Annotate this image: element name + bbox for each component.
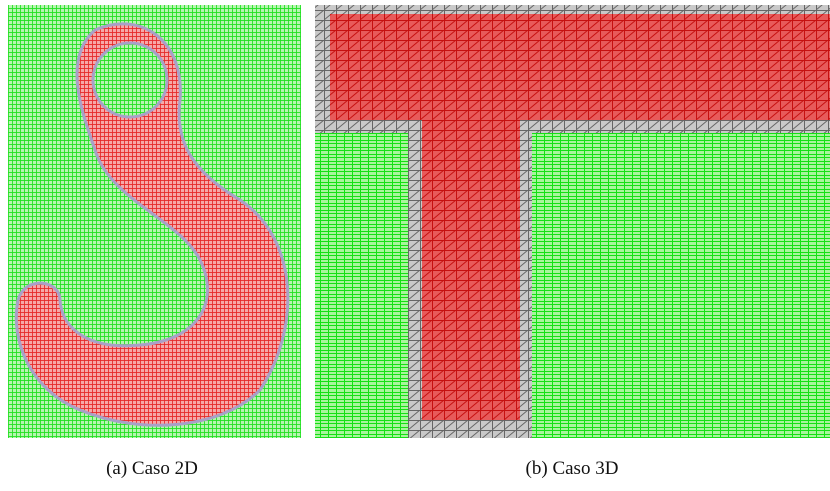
page: (a) Caso 2D (b) Caso 3D (() => { const d… [0, 0, 830, 491]
caption: (b) Caso 3D [526, 458, 619, 479]
image-2d [8, 5, 301, 438]
image-3d [315, 5, 830, 438]
structure-top [330, 14, 830, 120]
caption: (a) Caso 2D [106, 458, 198, 479]
hook-hole [93, 43, 167, 117]
figure: (a) Caso 2D (b) Caso 3D [0, 0, 830, 491]
structure-stem [422, 120, 520, 420]
